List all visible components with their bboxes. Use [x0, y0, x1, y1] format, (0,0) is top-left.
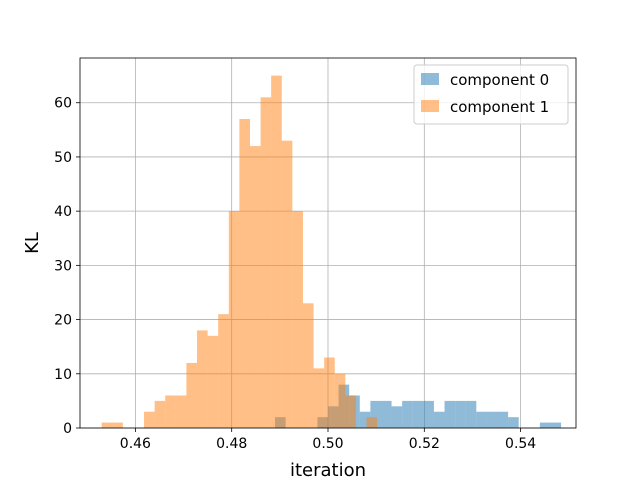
bar-component-0-5 [359, 411, 371, 428]
bar-component-1-14 [271, 75, 282, 428]
legend-box [413, 64, 569, 125]
bar-component-1-5 [175, 395, 187, 428]
bar-component-0-13 [444, 400, 456, 428]
bars [101, 75, 562, 429]
bar-component-1-12 [249, 146, 261, 428]
bar-component-0-10 [412, 400, 424, 428]
bar-component-0-6 [370, 400, 381, 428]
legend: component 0 component 1 [413, 64, 569, 125]
legend-label-component-1: component 1 [450, 98, 549, 116]
bar-component-0-17 [486, 411, 498, 428]
bar-component-0-14 [455, 400, 466, 428]
y-tick-label-5: 50 [54, 150, 72, 166]
x-tick-label-3: 0.52 [409, 436, 440, 452]
bar-component-1-11 [239, 118, 250, 428]
y-axis-label: KL [22, 232, 43, 254]
bar-component-1-13 [260, 97, 272, 429]
bar-component-1-8 [207, 335, 219, 428]
bar-component-0-7 [380, 400, 392, 428]
bar-component-1-16 [292, 211, 303, 428]
bar-component-1-21 [345, 395, 356, 428]
y-tick-label-2: 20 [54, 313, 72, 329]
bar-component-0-21 [550, 422, 562, 428]
bar-component-1-3 [154, 400, 166, 428]
bar-component-0-9 [402, 400, 413, 428]
bar-component-1-7 [197, 330, 208, 428]
bar-component-1-22 [366, 417, 378, 428]
y-tick-label-0: 0 [63, 421, 72, 437]
x-tick-label-2: 0.50 [312, 436, 343, 452]
bar-component-1-4 [165, 395, 176, 428]
bar-component-1-9 [218, 314, 229, 428]
legend-swatch-component-0 [421, 73, 439, 85]
bar-component-1-10 [228, 211, 240, 428]
bar-component-1-18 [313, 368, 325, 428]
legend-swatch-component-1 [421, 100, 439, 112]
x-tick-label-1: 0.48 [216, 436, 247, 452]
bar-component-1-6 [186, 362, 198, 428]
x-axis-label: iteration [290, 460, 366, 480]
y-tick-label-3: 30 [54, 258, 72, 274]
y-ticks: 0 10 20 30 40 50 60 [54, 96, 80, 437]
bar-component-0-20 [539, 422, 551, 428]
bar-component-1-20 [334, 373, 346, 428]
bar-component-0-18 [497, 411, 509, 428]
y-tick-label-1: 10 [54, 367, 72, 383]
bar-component-0-11 [423, 400, 434, 428]
bar-component-0-15 [465, 400, 477, 428]
bar-component-0-16 [476, 411, 487, 428]
bar-component-1-15 [281, 140, 293, 428]
x-ticks: 0.46 0.48 0.50 0.52 0.54 [120, 428, 536, 452]
bar-component-1-17 [302, 303, 314, 428]
x-tick-label-0: 0.46 [120, 436, 151, 452]
bar-component-1-2 [144, 411, 155, 428]
bar-component-1-1 [112, 422, 123, 428]
bar-component-0-8 [391, 406, 403, 428]
bar-component-0-12 [433, 411, 445, 428]
legend-label-component-0: component 0 [450, 71, 549, 89]
x-tick-label-4: 0.54 [505, 436, 536, 452]
bar-component-1-19 [324, 357, 335, 428]
y-tick-label-4: 40 [54, 204, 72, 220]
bar-component-1-0 [101, 422, 113, 428]
y-tick-label-6: 60 [54, 96, 72, 112]
bar-component-0-19 [508, 417, 519, 428]
